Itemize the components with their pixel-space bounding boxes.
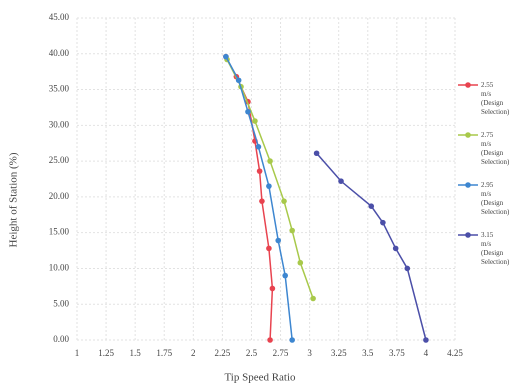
y-tick-label: 40.00 — [49, 48, 70, 58]
legend-label: 2.55 m/s (Design Selection) — [481, 81, 510, 116]
data-point — [289, 227, 295, 234]
x-tick-label: 2.5 — [246, 348, 258, 358]
data-point — [256, 168, 263, 174]
legend-marker — [465, 182, 471, 188]
x-axis-label: Tip Speed Ratio — [224, 372, 296, 384]
data-point — [297, 259, 304, 266]
legend-marker — [465, 132, 471, 138]
y-tick-label: 30.00 — [49, 119, 70, 129]
legend-label: 2.95 m/s (Design Selection) — [481, 181, 510, 216]
data-point — [423, 337, 429, 343]
legend-marker — [465, 232, 471, 238]
data-point — [310, 295, 316, 302]
x-tick-label: 3.75 — [389, 348, 405, 358]
data-point — [313, 150, 320, 157]
x-tick-label: 2.25 — [215, 348, 231, 358]
x-tick-label: 2 — [191, 348, 196, 358]
data-point — [266, 183, 272, 189]
y-tick-label: 20.00 — [49, 191, 70, 201]
y-tick-label: 35.00 — [49, 84, 70, 94]
data-point — [245, 108, 251, 115]
x-tick-label: 2.75 — [273, 348, 289, 358]
legend-marker — [465, 82, 471, 88]
data-point — [392, 245, 399, 252]
x-tick-label: 1.25 — [98, 348, 114, 358]
data-point — [252, 118, 258, 124]
y-tick-label: 0.00 — [53, 334, 69, 344]
data-point — [368, 203, 375, 209]
data-point — [259, 198, 265, 204]
series-line — [225, 56, 293, 341]
data-point — [282, 272, 288, 279]
series-line — [226, 59, 314, 299]
series-line — [225, 56, 274, 341]
data-point — [255, 144, 262, 150]
data-point — [235, 77, 242, 84]
data-point — [267, 337, 273, 343]
x-tick-label: 1.5 — [130, 348, 142, 358]
x-tick-label: 4.25 — [447, 348, 463, 358]
y-tick-label: 5.00 — [53, 298, 69, 308]
y-axis-label: Height of Station (%) — [8, 152, 20, 247]
y-tick-label: 10.00 — [49, 263, 70, 273]
y-tick-label: 25.00 — [49, 155, 70, 165]
data-point — [281, 198, 287, 204]
x-tick-label: 3.5 — [362, 348, 374, 358]
y-tick-label: 15.00 — [49, 227, 70, 237]
y-tick-label: 45.00 — [49, 12, 70, 22]
data-point — [289, 337, 295, 343]
data-point — [380, 219, 386, 226]
series-line — [316, 152, 427, 341]
x-tick-label: 4 — [424, 348, 429, 358]
data-point — [267, 158, 273, 164]
data-point — [223, 53, 229, 60]
x-tick-label: 1 — [75, 348, 80, 358]
data-point — [269, 285, 276, 292]
data-point — [338, 178, 344, 184]
x-tick-label: 3.25 — [331, 348, 347, 358]
x-tick-label: 1.75 — [156, 348, 172, 358]
data-point — [275, 237, 282, 244]
legend-label: 2.75 m/s (Design Selection) — [481, 131, 510, 166]
x-tick-label: 3 — [307, 348, 312, 358]
legend-label: 3.15 m/s (Design Selection) — [481, 231, 510, 266]
data-point — [266, 245, 272, 252]
data-point — [404, 265, 411, 272]
